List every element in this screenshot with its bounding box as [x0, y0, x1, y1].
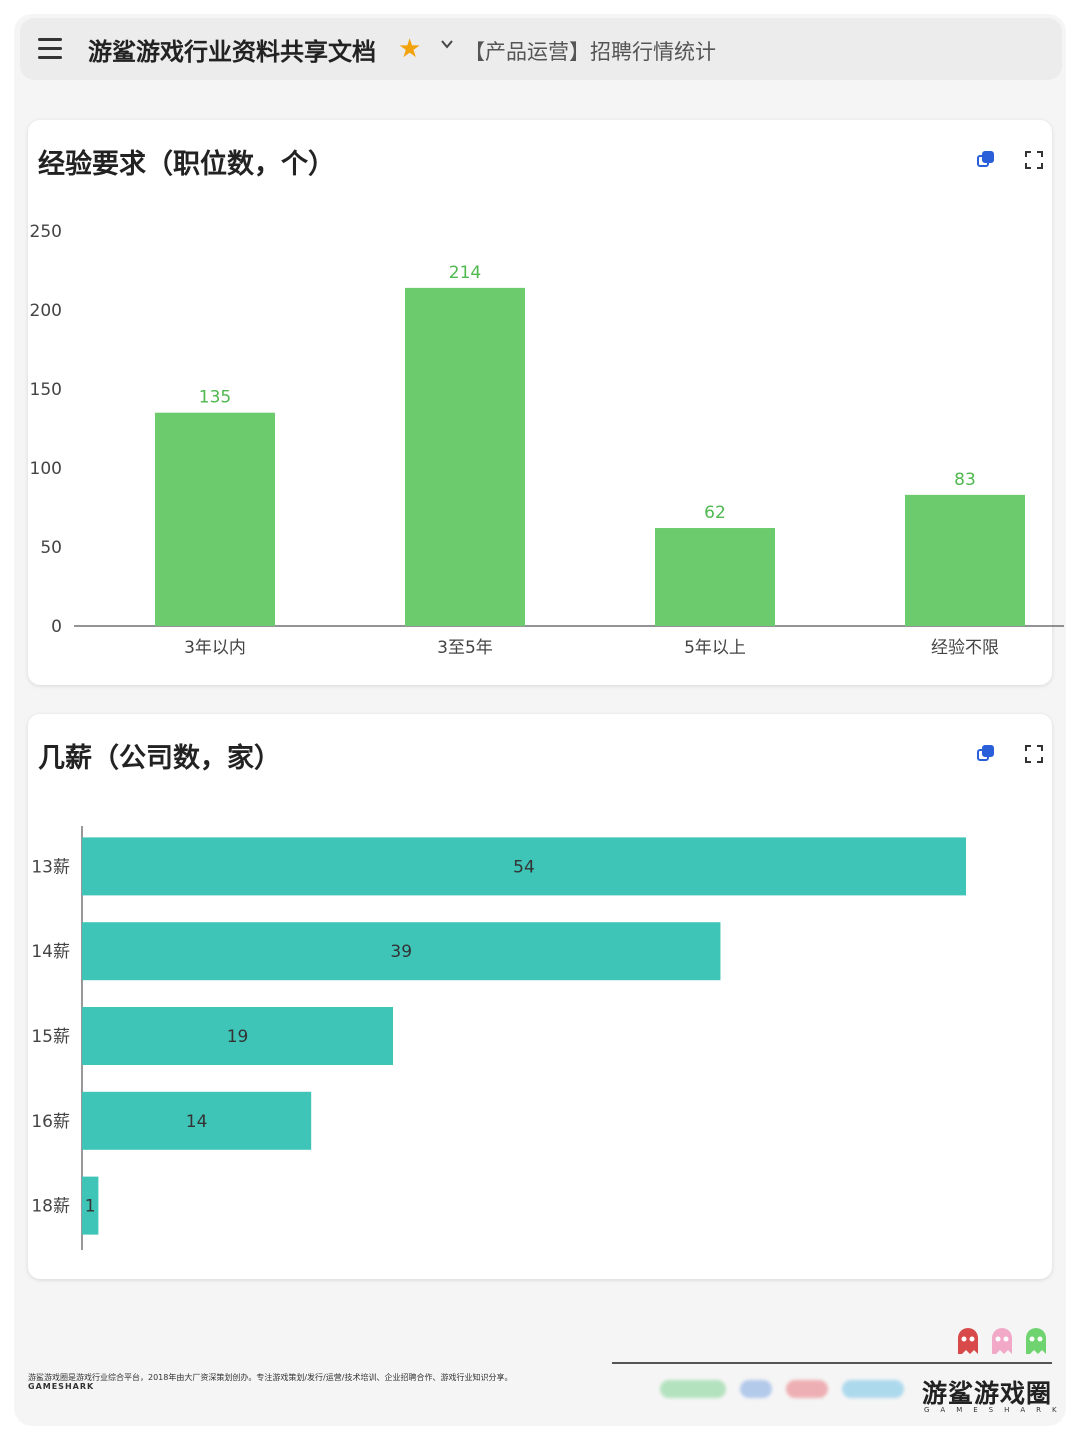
y-tick-label: 16薪 [31, 1112, 70, 1132]
experience-chart-title: 经验要求（职位数，个） [38, 149, 335, 180]
bar-value-label: 135 [199, 388, 231, 408]
footer-description: 游鲨游戏圈是游戏行业综合平台，2018年由大厂资深策划创办。专注游戏策划/发行/… [28, 1373, 513, 1382]
y-tick-label: 50 [40, 538, 62, 558]
y-tick-label: 100 [30, 459, 62, 479]
salary-chart-card: 几薪（公司数，家） 54 13薪 39 14薪 19 15薪 14 16薪 1 18薪 [28, 714, 1052, 1279]
brand-logo: 游鲨游戏圈 [922, 1379, 1053, 1408]
bar [82, 1091, 312, 1150]
bar [82, 1176, 99, 1235]
chevron-down-icon[interactable] [440, 37, 454, 51]
experience-bar-chart: 0 50 100 150 200 250 135 3年以内 214 3至5年 62 5年以上 83 经验不… [30, 222, 1064, 658]
bar [82, 922, 721, 981]
copy-icon[interactable] [976, 150, 996, 170]
doc-header: 游鲨游戏行业资料共享文档 ★ 【产品运营】招聘行情统计 [20, 18, 1062, 80]
partner-logos [660, 1380, 904, 1402]
bar-value-label: 1 [85, 1197, 96, 1217]
expand-icon[interactable] [1024, 744, 1044, 764]
bar-value-label: 214 [449, 263, 481, 283]
y-tick-label: 0 [51, 617, 62, 637]
y-tick-label: 18薪 [31, 1197, 70, 1217]
bar-value-label: 19 [227, 1027, 249, 1047]
y-tick-label: 15薪 [31, 1027, 70, 1047]
doc-title: 游鲨游戏行业资料共享文档 [88, 38, 376, 66]
salary-bar-chart: 54 13薪 39 14薪 19 15薪 14 16薪 1 18薪 [31, 826, 966, 1250]
ghost-icons [958, 1328, 1046, 1354]
salary-chart-title: 几薪（公司数，家） [38, 743, 281, 774]
y-tick-label: 150 [30, 380, 62, 400]
x-tick-label: 经验不限 [931, 638, 999, 658]
star-icon[interactable]: ★ [398, 34, 422, 64]
bar [82, 1007, 394, 1065]
bar-value-label: 83 [954, 470, 976, 490]
y-tick-label: 14薪 [31, 942, 70, 962]
bar [82, 837, 966, 896]
bar [155, 412, 275, 626]
bar-value-label: 39 [390, 942, 412, 962]
sheet-name[interactable]: 【产品运营】招聘行情统计 [464, 40, 716, 64]
bar-value-label: 54 [513, 857, 535, 877]
bar-value-label: 14 [186, 1112, 208, 1132]
x-tick-label: 5年以上 [684, 638, 746, 658]
experience-chart-card: 经验要求（职位数，个） 0 50 100 150 200 250 135 3年以内 214 3至5… [28, 120, 1064, 685]
bar-value-label: 62 [704, 503, 726, 523]
menu-icon[interactable] [38, 38, 62, 60]
y-tick-label: 13薪 [31, 857, 70, 877]
footer-divider [612, 1362, 1052, 1364]
y-tick-label: 250 [30, 222, 62, 242]
bar [405, 287, 525, 626]
x-tick-label: 3至5年 [437, 638, 493, 658]
copy-icon[interactable] [976, 744, 996, 764]
footer-brand-small: GAMESHARK [28, 1382, 95, 1391]
brand-subtitle: GAMESHARK [924, 1406, 1068, 1414]
expand-icon[interactable] [1024, 150, 1044, 170]
x-tick-label: 3年以内 [184, 638, 246, 658]
bar [655, 528, 775, 626]
bar [905, 494, 1025, 626]
y-tick-label: 200 [30, 301, 62, 321]
